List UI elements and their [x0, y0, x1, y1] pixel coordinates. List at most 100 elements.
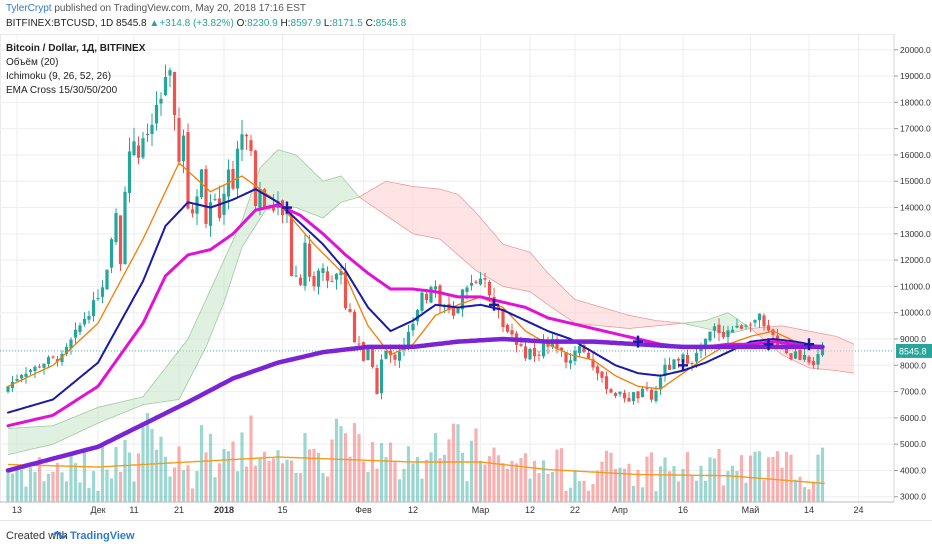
volume-bar	[123, 439, 127, 502]
price-tick-label: 9000.0	[900, 334, 926, 344]
volume-bar	[307, 449, 312, 502]
tradingview-logo-icon[interactable]	[53, 529, 67, 541]
volume-bar	[438, 458, 442, 502]
close-label: C:	[365, 18, 376, 29]
candle-body	[735, 325, 739, 328]
candle-body	[271, 205, 276, 211]
candle-body	[483, 278, 487, 280]
volume-bar	[685, 452, 690, 502]
volume-bar	[609, 452, 613, 502]
volume-bar	[478, 460, 483, 502]
candle-body	[681, 354, 685, 363]
candle-body	[672, 359, 676, 370]
volume-bar	[631, 485, 636, 502]
legend-title[interactable]: Bitcoin / Dollar, 1Д, BITFINEX	[6, 43, 146, 54]
volume-bar	[168, 476, 172, 502]
cloud-span-a	[7, 149, 360, 429]
candle-body	[802, 354, 807, 360]
candle-body	[555, 339, 559, 350]
volume-bar	[555, 449, 559, 502]
ema-cross-marker	[678, 359, 688, 372]
candle-body	[564, 351, 568, 363]
volume-bar	[280, 463, 285, 502]
volume-bar	[654, 491, 658, 502]
candle-body	[771, 329, 775, 336]
candle-body	[622, 392, 627, 399]
volume-bar	[109, 478, 114, 502]
volume-bar	[546, 473, 550, 502]
candle-body	[487, 281, 492, 296]
candle-body	[163, 77, 168, 96]
time-tick-label: Мар	[472, 505, 490, 515]
volume-bar	[550, 471, 555, 502]
candle-body	[595, 366, 600, 374]
candle-body	[460, 289, 465, 310]
volume-bar	[780, 467, 784, 502]
candle-body	[658, 377, 663, 390]
candle-body	[28, 370, 33, 372]
candle-body	[807, 356, 811, 363]
candle-body	[708, 331, 712, 341]
candle-body	[717, 324, 721, 334]
chart-area[interactable]: 3000.0 4000.0 5000.0 6000.0 7000.0 8000.0 9000…	[0, 33, 932, 516]
volume-bar	[663, 457, 667, 502]
volume-bar	[195, 471, 199, 502]
volume-bar	[658, 466, 663, 502]
candle-body	[114, 212, 118, 243]
candle-body	[393, 354, 397, 360]
low-label: L:	[323, 18, 333, 29]
author-link[interactable]: TylerCrypt	[6, 3, 52, 14]
volume-bar	[802, 487, 807, 502]
price-chart[interactable]: 3000.0 4000.0 5000.0 6000.0 7000.0 8000.0 9000…	[0, 33, 932, 516]
last-price: 8545.8	[116, 18, 147, 29]
price-axis: 3000.0 4000.0 5000.0 6000.0 7000.0 8000.0 9000…	[894, 45, 932, 502]
volume-bar	[694, 480, 699, 502]
ema-cross-marker	[763, 338, 774, 351]
candle-body	[627, 397, 631, 402]
candle-body	[739, 325, 744, 329]
volume-bar	[510, 460, 514, 502]
volume-bar	[793, 479, 798, 502]
candle-body	[352, 311, 357, 343]
legend-ema[interactable]: EMA Cross 15/30/50/200	[6, 85, 118, 96]
legend-volume[interactable]: Объём (20)	[6, 57, 59, 68]
ema-cross-marker	[804, 338, 814, 351]
candle-body	[789, 353, 793, 360]
price-tick-label: 10000.0	[900, 308, 931, 318]
cloud-span-a	[358, 180, 684, 324]
volume-bar	[451, 423, 456, 502]
volume-bar	[226, 451, 231, 502]
candle-body	[303, 242, 307, 286]
time-tick-label: 11	[129, 505, 138, 515]
volume-bar	[433, 432, 438, 502]
ema-line-ema15	[7, 162, 824, 390]
time-tick-label: Апр	[612, 505, 628, 515]
volume-bar	[262, 451, 267, 502]
candle-body	[663, 364, 667, 377]
candle-body	[636, 391, 640, 399]
legend-ichimoku[interactable]: Ichimoku (9, 26, 52, 26)	[6, 71, 112, 82]
tradingview-brand[interactable]: TradingView	[70, 530, 135, 542]
volume-bar	[519, 458, 523, 502]
volume-bar	[105, 469, 109, 502]
time-tick-label: 2018	[214, 505, 234, 515]
candle-body	[316, 270, 321, 287]
cloud-bearish	[359, 181, 683, 329]
candle-body	[645, 387, 649, 389]
volume-bar	[622, 468, 627, 502]
price-tick-label: 17000.0	[900, 124, 931, 134]
volume-bar	[267, 460, 271, 502]
volume-bar	[51, 471, 55, 502]
last-price-box	[896, 343, 932, 358]
volume-bar	[136, 453, 141, 502]
volume-bar	[757, 451, 762, 502]
volume-bar	[739, 455, 744, 502]
volume-bar	[154, 449, 159, 502]
cloud-span-b	[358, 196, 684, 329]
volume-bar	[294, 472, 298, 502]
volume-bar	[42, 481, 46, 502]
candle-body	[361, 342, 366, 361]
volume-bar	[361, 461, 366, 502]
volume-bar	[784, 451, 789, 502]
price-tick-label: 15000.0	[900, 176, 931, 186]
